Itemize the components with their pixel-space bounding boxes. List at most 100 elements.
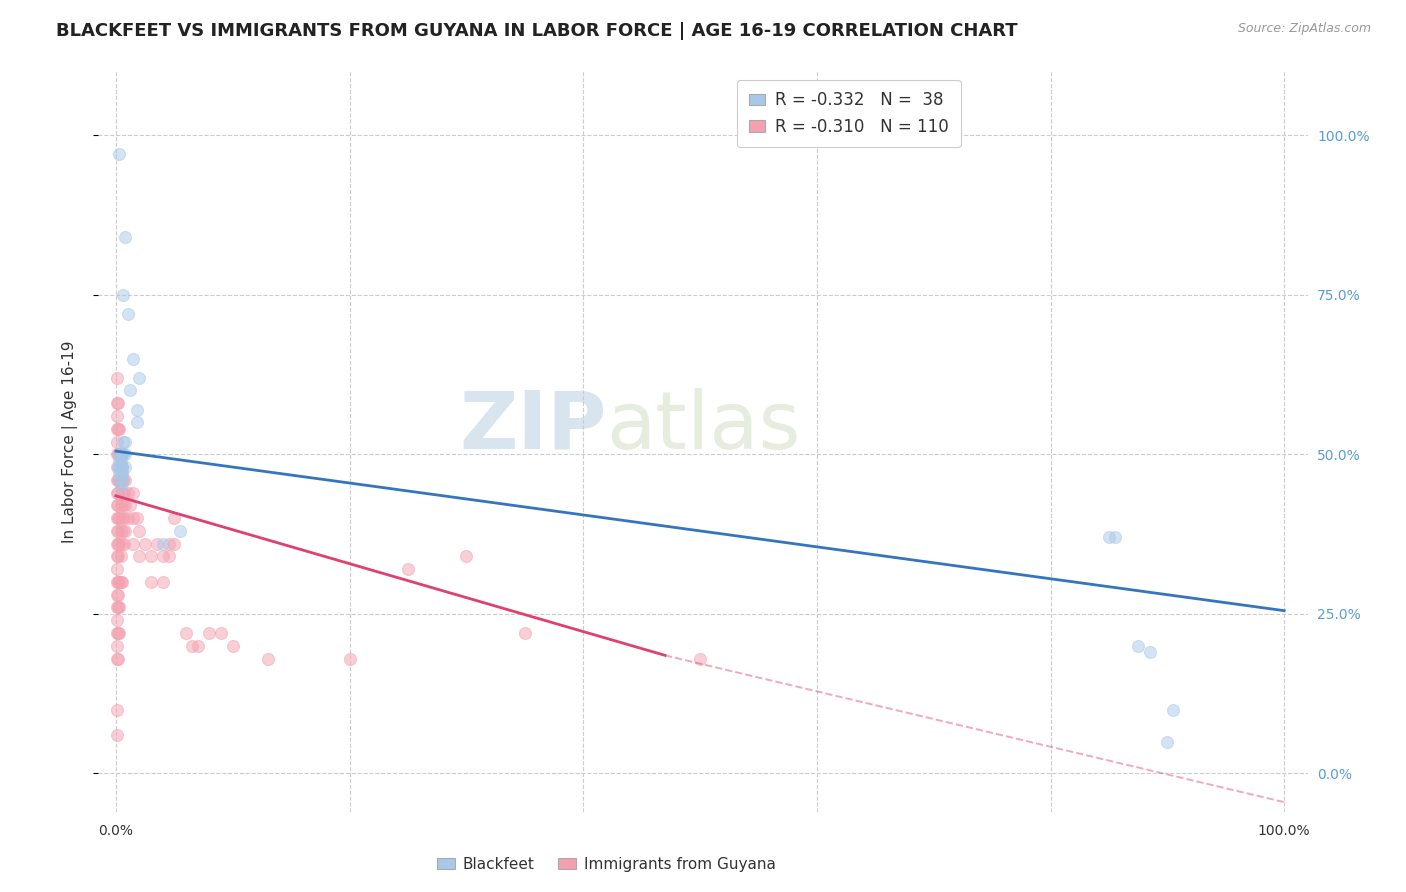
Point	[139, 549, 162, 564]
Y-axis label: In Labor Force | Age 16-19: In Labor Force | Age 16-19	[62, 340, 77, 543]
Point	[105, 511, 128, 525]
Point	[128, 370, 150, 384]
Point	[111, 287, 134, 301]
Point	[110, 453, 132, 467]
Point	[117, 511, 139, 525]
Point	[110, 447, 132, 461]
Point	[339, 651, 361, 665]
Point	[105, 549, 128, 564]
Point	[513, 626, 536, 640]
Point	[107, 524, 129, 538]
Point	[105, 600, 128, 615]
Point	[107, 396, 129, 410]
Point	[110, 499, 132, 513]
Point	[122, 351, 145, 366]
Point	[107, 422, 129, 436]
Point	[111, 536, 134, 550]
Point	[125, 511, 148, 525]
Point	[122, 536, 145, 550]
Point	[114, 230, 136, 244]
Point	[112, 511, 135, 525]
Point	[180, 639, 202, 653]
Point	[105, 499, 128, 513]
Point	[105, 613, 128, 627]
Point	[108, 626, 131, 640]
Text: atlas: atlas	[606, 388, 800, 466]
Point	[105, 639, 128, 653]
Point	[111, 499, 134, 513]
Point	[110, 460, 132, 475]
Point	[1161, 703, 1184, 717]
Point	[396, 562, 419, 576]
Point	[134, 536, 156, 550]
Point	[110, 473, 132, 487]
Point	[108, 536, 131, 550]
Point	[108, 460, 131, 475]
Point	[152, 574, 174, 589]
Point	[125, 402, 148, 417]
Point	[114, 473, 136, 487]
Point	[122, 511, 145, 525]
Point	[111, 511, 134, 525]
Point	[111, 473, 134, 487]
Point	[107, 600, 129, 615]
Point	[108, 147, 131, 161]
Point	[198, 626, 221, 640]
Point	[105, 473, 128, 487]
Point	[114, 434, 136, 449]
Point	[107, 473, 129, 487]
Point	[107, 511, 129, 525]
Point	[114, 499, 136, 513]
Point	[111, 524, 134, 538]
Point	[107, 588, 129, 602]
Point	[105, 485, 128, 500]
Point	[114, 524, 136, 538]
Point	[122, 485, 145, 500]
Point	[128, 549, 150, 564]
Point	[157, 549, 180, 564]
Point	[110, 524, 132, 538]
Point	[125, 416, 148, 430]
Point	[174, 626, 197, 640]
Point	[111, 473, 134, 487]
Point	[169, 524, 191, 538]
Point	[117, 485, 139, 500]
Point	[1128, 639, 1150, 653]
Point	[107, 574, 129, 589]
Text: Source: ZipAtlas.com: Source: ZipAtlas.com	[1237, 22, 1371, 36]
Point	[108, 600, 131, 615]
Point	[108, 467, 131, 481]
Point	[105, 447, 128, 461]
Point	[105, 460, 128, 475]
Point	[111, 467, 134, 481]
Point	[105, 370, 128, 384]
Text: ZIP: ZIP	[458, 388, 606, 466]
Point	[118, 499, 141, 513]
Point	[157, 536, 180, 550]
Point	[105, 422, 128, 436]
Point	[108, 453, 131, 467]
Point	[111, 434, 134, 449]
Point	[110, 549, 132, 564]
Point	[105, 396, 128, 410]
Point	[108, 473, 131, 487]
Point	[110, 479, 132, 493]
Point	[163, 511, 186, 525]
Point	[111, 447, 134, 461]
Point	[105, 588, 128, 602]
Point	[107, 651, 129, 665]
Legend: Blackfeet, Immigrants from Guyana: Blackfeet, Immigrants from Guyana	[430, 851, 782, 878]
Point	[139, 574, 162, 589]
Text: 100.0%: 100.0%	[1258, 824, 1310, 838]
Point	[1104, 530, 1126, 544]
Point	[111, 447, 134, 461]
Point	[128, 524, 150, 538]
Point	[108, 447, 131, 461]
Point	[111, 467, 134, 481]
Point	[112, 485, 135, 500]
Point	[110, 574, 132, 589]
Point	[105, 574, 128, 589]
Point	[105, 703, 128, 717]
Point	[107, 485, 129, 500]
Point	[111, 460, 134, 475]
